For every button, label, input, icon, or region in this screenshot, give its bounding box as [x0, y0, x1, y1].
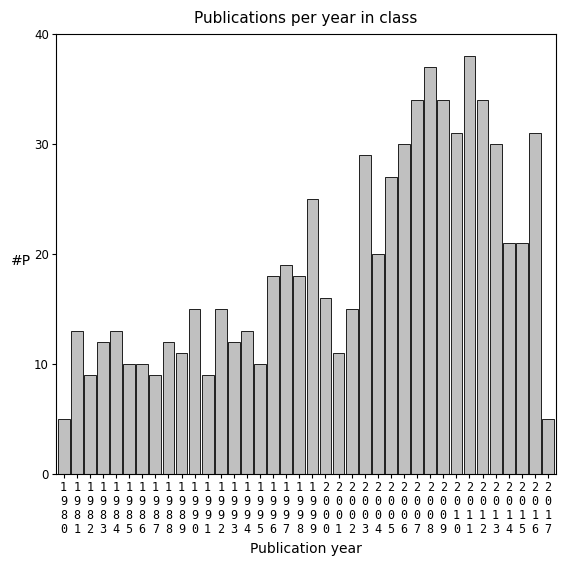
Bar	[254, 365, 266, 475]
Bar	[372, 255, 384, 475]
Bar	[346, 310, 358, 475]
Y-axis label: #P: #P	[11, 255, 31, 268]
Bar	[71, 331, 83, 475]
Bar	[280, 265, 292, 475]
X-axis label: Publication year: Publication year	[250, 542, 362, 556]
Bar	[542, 420, 554, 475]
Bar	[267, 276, 279, 475]
Bar	[163, 342, 174, 475]
Bar	[58, 420, 70, 475]
Bar	[411, 100, 423, 475]
Bar	[503, 243, 515, 475]
Bar	[320, 298, 331, 475]
Bar	[437, 100, 449, 475]
Bar	[464, 56, 475, 475]
Bar	[333, 353, 345, 475]
Bar	[385, 177, 397, 475]
Bar	[176, 353, 187, 475]
Bar	[189, 310, 201, 475]
Bar	[398, 144, 410, 475]
Bar	[150, 375, 161, 475]
Bar	[516, 243, 528, 475]
Bar	[490, 144, 502, 475]
Bar	[136, 365, 148, 475]
Bar	[97, 342, 109, 475]
Bar	[110, 331, 122, 475]
Bar	[123, 365, 135, 475]
Bar	[477, 100, 489, 475]
Bar	[424, 67, 436, 475]
Bar	[451, 133, 462, 475]
Bar	[529, 133, 541, 475]
Title: Publications per year in class: Publications per year in class	[194, 11, 417, 26]
Bar	[294, 276, 305, 475]
Bar	[84, 375, 96, 475]
Bar	[228, 342, 240, 475]
Bar	[359, 155, 371, 475]
Bar	[215, 310, 227, 475]
Bar	[241, 331, 253, 475]
Bar	[202, 375, 214, 475]
Bar	[307, 199, 318, 475]
